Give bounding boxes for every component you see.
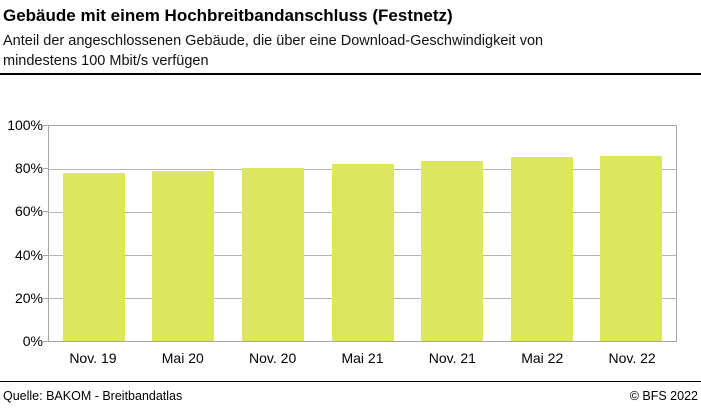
y-tick-60 [43, 211, 48, 213]
x-axis-label-mai-22: Mai 22 [521, 350, 564, 366]
y-tick-40 [43, 254, 48, 256]
bar-mai-22 [510, 157, 573, 341]
y-axis-label-60: 60% [14, 203, 43, 220]
header-divider [0, 73, 701, 75]
x-axis-label-nov-20: Nov. 20 [249, 350, 297, 366]
page-title: Gebäude mit einem Hochbreitbandanschluss… [3, 6, 453, 25]
y-tick-80 [43, 168, 48, 170]
y-axis-label-20: 20% [14, 289, 43, 306]
y-axis-label-0: 0% [22, 333, 43, 349]
x-axis-label-mai-20: Mai 20 [161, 350, 204, 366]
bar-mai-21 [331, 163, 394, 341]
y-tick-20 [43, 297, 48, 299]
bar-mai-20 [152, 171, 215, 341]
footer: Quelle: BAKOM - Breitbandatlas © BFS 202… [3, 388, 698, 404]
y-axis-label-100: 100% [7, 117, 43, 133]
x-axis-label-nov-19: Nov. 19 [69, 350, 117, 366]
x-axis-label-nov-21: Nov. 21 [428, 350, 476, 366]
bar-nov-19 [62, 173, 125, 341]
bar-chart-plot-area [48, 125, 677, 342]
copyright-label: © BFS 2022 [629, 389, 698, 403]
footer-divider [0, 381, 701, 382]
chart-subtitle: Anteil der angeschlossenen Gebäude, die … [3, 31, 543, 71]
y-axis-label-80: 80% [14, 160, 43, 177]
bar-nov-21 [421, 161, 484, 341]
chart-subtitle-line-2: mindestens 100 Mbit/s verfügen [3, 53, 209, 69]
y-tick-0 [43, 341, 48, 342]
y-axis-label-40: 40% [14, 246, 43, 263]
source-label: Quelle: BAKOM - Breitbandatlas [3, 389, 183, 403]
x-axis-label-nov-22: Nov. 22 [608, 350, 656, 366]
bar-nov-22 [600, 156, 663, 341]
chart-subtitle-line-1: Anteil der angeschlossenen Gebäude, die … [3, 33, 544, 49]
x-axis-labels: Nov. 19 Mai 20 Nov. 20 Mai 21 Nov. 21 Mai 22 N… [48, 350, 677, 366]
bar-nov-20 [241, 167, 304, 341]
x-axis-label-mai-21: Mai 21 [341, 350, 384, 366]
y-tick-100 [43, 125, 48, 126]
